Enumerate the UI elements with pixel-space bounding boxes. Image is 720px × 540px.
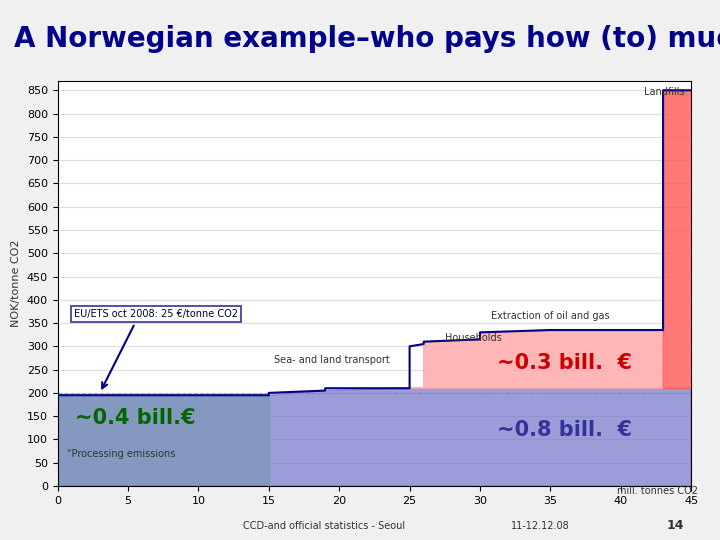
Text: ~0.4 bill.€: ~0.4 bill.€ [75,408,195,429]
Text: Landfills: Landfills [644,86,684,97]
Text: ~0.8 bill.  €: ~0.8 bill. € [497,420,632,440]
Text: 14: 14 [667,519,684,532]
Text: A Norwegian example–who pays how (to) much?: A Norwegian example–who pays how (to) mu… [14,25,720,52]
Text: Households: Households [444,333,501,342]
Y-axis label: NOK/tonne CO2: NOK/tonne CO2 [12,240,21,327]
Text: 11-12.12.08: 11-12.12.08 [510,521,570,531]
Polygon shape [410,330,663,388]
Polygon shape [663,90,691,388]
Text: Sea- and land transport: Sea- and land transport [274,355,390,365]
Text: mill. tonnes CO2: mill. tonnes CO2 [618,486,698,496]
Polygon shape [58,388,691,486]
Text: Extraction of oil and gas: Extraction of oil and gas [491,310,610,321]
Text: EU/ETS oct 2008: 25 €/tonne CO2: EU/ETS oct 2008: 25 €/tonne CO2 [74,309,238,319]
Polygon shape [58,395,269,486]
Text: CCD-and official statistics - Seoul: CCD-and official statistics - Seoul [243,521,405,531]
Text: ~0.3 bill.  €: ~0.3 bill. € [497,353,632,373]
Text: "Processing emissions: "Processing emissions [67,449,175,459]
